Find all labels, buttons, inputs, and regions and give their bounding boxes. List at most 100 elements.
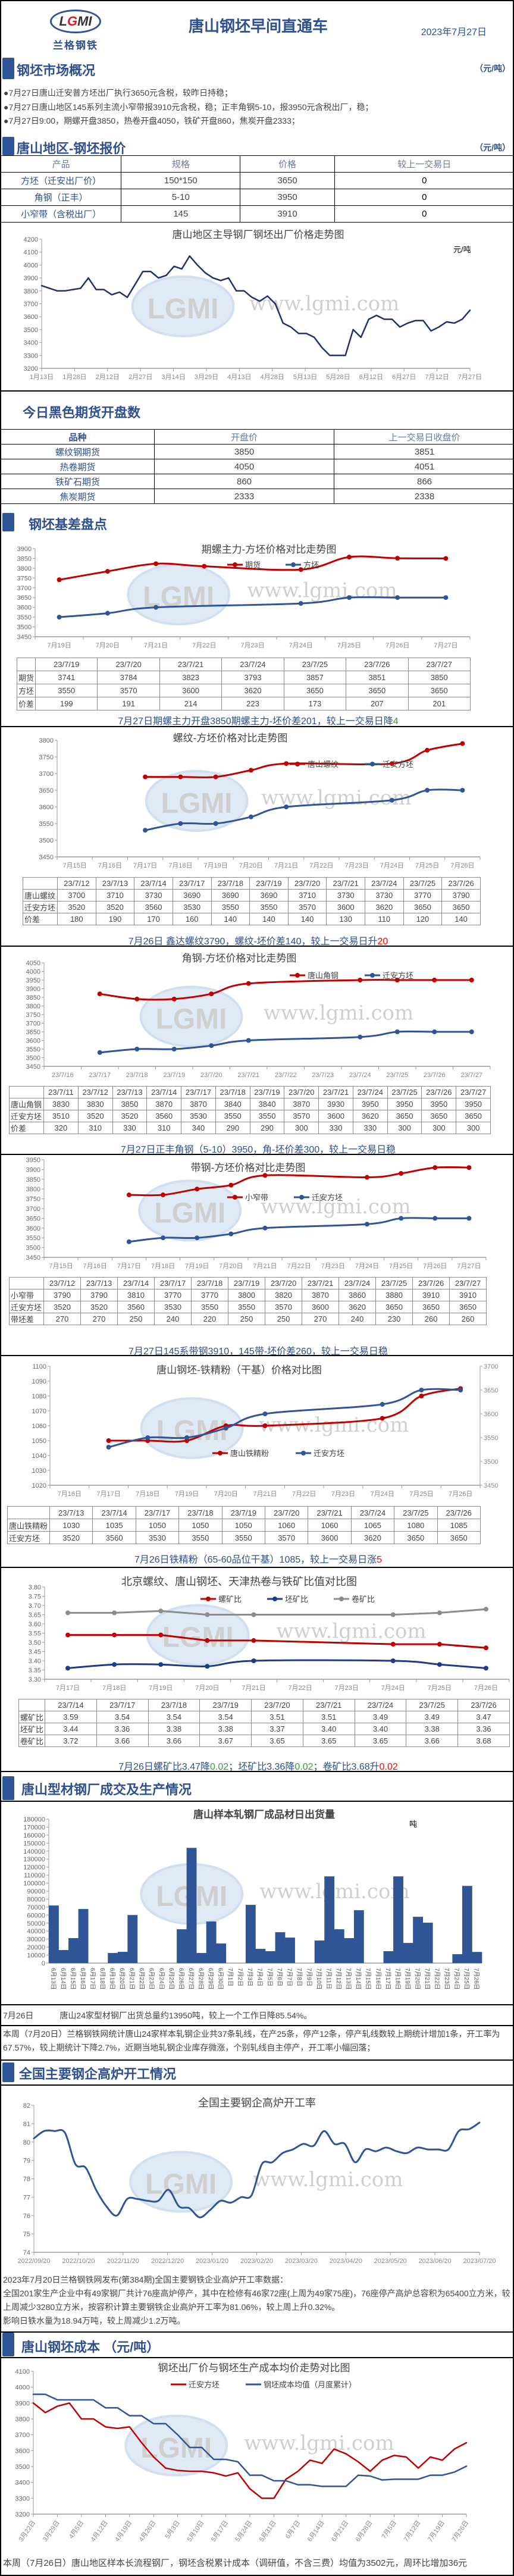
- data-point: [432, 1029, 437, 1034]
- table-cell: 3520: [57, 901, 96, 913]
- data-point: [298, 567, 303, 572]
- y-tick-label: 3900: [26, 1166, 40, 1173]
- divider: [1, 2084, 513, 2086]
- x-tick-label: 7月12日: [425, 374, 449, 381]
- table-cell: 2338: [334, 489, 513, 504]
- column-header: [17, 658, 36, 671]
- section-title: 唐山地区-钢坯报价: [17, 141, 126, 156]
- caption-text: 7月26日 鑫达螺纹3790，螺纹-坯价差140，较上一交易日升: [128, 937, 378, 947]
- x-tick-label: 7月18日: [394, 1968, 401, 1990]
- row-label: 迁安方坯: [23, 901, 58, 913]
- bullet-item: ●7月27日唐山地区145系列主流小窄带报3910元含税，稳；正丰角钢5-10，…: [4, 102, 374, 112]
- y-tick-label: 90000: [27, 1888, 45, 1895]
- x-tick-label: 5月13日: [293, 374, 317, 381]
- data-point: [184, 1435, 190, 1440]
- data-point: [390, 1658, 396, 1663]
- table-row: 价差 320 310 330 310 340 290 290 300 330 330 300 300 30…: [9, 1122, 491, 1134]
- x-tick-label: 3月29日: [195, 374, 218, 381]
- column-header: 23/7/20: [284, 1086, 319, 1098]
- y-tick-label: 3500: [39, 837, 54, 844]
- column-header: 23/7/13: [80, 1277, 118, 1289]
- table-cell: 3620: [350, 1531, 395, 1544]
- y-tick-label: 4100: [15, 2368, 30, 2375]
- y-tick-label: 3600: [15, 2447, 30, 2455]
- data-point: [389, 797, 394, 803]
- x-tick-label: 7月22日: [288, 1685, 312, 1692]
- table-cell: 3650: [412, 1301, 450, 1313]
- table-cell: 300: [456, 1122, 491, 1134]
- table-cell: 240: [339, 1313, 376, 1325]
- divider: [1, 1355, 513, 1356]
- legend-label: 螺矿比: [218, 1595, 242, 1604]
- y2-tick-label: 3650: [484, 1387, 498, 1394]
- x-tick-label: 7月19日: [175, 1491, 199, 1498]
- column-header: [18, 1699, 45, 1711]
- table-cell: 3851: [346, 671, 409, 684]
- x-tick-label: 6月27日: [187, 1968, 195, 1990]
- column-header: 23/7/25: [283, 658, 347, 671]
- legend-label: 钢坯成本均值（月度累计）: [264, 2380, 356, 2389]
- table-cell: 270: [80, 1313, 118, 1325]
- bar: [177, 1929, 187, 1963]
- y-tick-label: 3700: [24, 301, 38, 308]
- y-tick-label: 3850: [26, 994, 40, 1001]
- data-point: [395, 556, 400, 561]
- lgmi-watermark: LGMI: [139, 985, 243, 1048]
- x-tick-label: 7月24日: [355, 1263, 379, 1270]
- x-tick-label: 7月5日: [266, 1968, 273, 1986]
- caption-text: 7月26日铁精粉（65-60品位干基）1085，较上一交易日涨: [134, 1555, 377, 1565]
- data-point: [105, 611, 110, 616]
- legend-marker: [291, 562, 296, 567]
- x-tick-label: 23/7/20: [200, 1072, 222, 1079]
- data-point: [65, 1610, 71, 1616]
- x-tick-label: 7月16日: [83, 1263, 107, 1270]
- table-cell: 3710: [95, 889, 135, 902]
- table-cell: 300: [284, 1122, 319, 1134]
- x-tick-label: 2023/01/20: [196, 2258, 228, 2265]
- divider: [1, 726, 513, 727]
- column-header: 23/7/26: [412, 1277, 450, 1289]
- legend-label: 卷矿比: [352, 1595, 375, 1604]
- x-tick-label: 7月25日: [409, 1491, 433, 1498]
- y-tick-label: 4200: [24, 236, 38, 243]
- divider: [1, 2004, 513, 2005]
- data-point: [483, 1607, 488, 1612]
- x-tick-label: 23/7/22: [275, 1072, 297, 1079]
- y-tick-label: 3300: [24, 352, 38, 359]
- x-tick-label: 7月19日: [404, 1968, 411, 1990]
- x-tick-label: 7月22日: [287, 1263, 311, 1270]
- y2-tick-label: 3500: [484, 1458, 498, 1466]
- watermark-oval: [140, 1397, 244, 1459]
- series-line: [32, 2402, 468, 2499]
- table-cell: 3600: [318, 1110, 353, 1122]
- y-tick-label: 3500: [15, 2464, 30, 2471]
- column-header: 23/7/24: [339, 1277, 376, 1289]
- data-point: [432, 1165, 438, 1170]
- table-cell: 3.38: [148, 1723, 200, 1735]
- data-point: [483, 1645, 488, 1651]
- column-header: 23/7/27: [456, 1086, 491, 1098]
- data-point: [209, 991, 214, 997]
- table-cell: 1050: [135, 1519, 180, 1532]
- table-cell: 3650: [449, 1301, 487, 1313]
- data-point: [419, 1394, 424, 1398]
- legend-label: 迁安方坯: [314, 1449, 344, 1458]
- data-point: [134, 1047, 140, 1051]
- basis-caption: 7月27日期螺主力开盘3850期螺主力-坯价差201，较上一交易日降4: [1, 713, 513, 727]
- section-furnace: 全国主要钢企高炉开工情况: [1, 2062, 513, 2082]
- column-header: 23/7/19: [221, 1506, 265, 1519]
- y-tick-label: 1080: [32, 1393, 46, 1400]
- divider: [1, 2331, 513, 2333]
- table-cell: 3790: [441, 889, 481, 902]
- lgmi-logo: LGMI 兰格钢铁: [43, 10, 108, 52]
- x-tick-label: 7月3日: [246, 1968, 253, 1986]
- y-tick-label: 3200: [15, 2511, 30, 2518]
- x-tick-label: 6月14日: [306, 2519, 326, 2543]
- table-cell: 3850: [154, 444, 334, 459]
- table-cell: 3910: [240, 205, 335, 223]
- bar: [344, 1938, 355, 1963]
- column-header: 23/7/14: [134, 877, 173, 890]
- y-tick-label: 3500: [17, 624, 32, 631]
- table-header-row: 23/7/14 23/7/17 23/7/18 23/7/19 23/7/20 23/7/…: [18, 1699, 510, 1711]
- data-point: [171, 1047, 177, 1051]
